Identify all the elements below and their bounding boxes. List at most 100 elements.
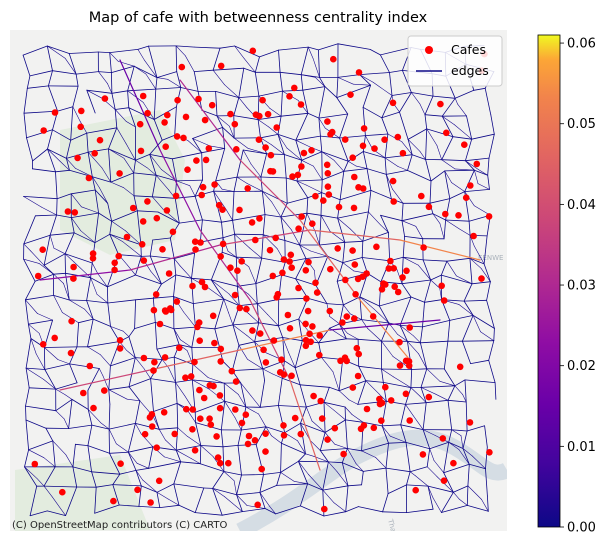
network-edge	[248, 293, 258, 305]
network-edge	[25, 367, 44, 380]
network-edge	[402, 235, 406, 258]
cafe-point	[402, 390, 410, 398]
network-edge	[23, 87, 28, 114]
network-edge	[261, 190, 273, 203]
network-edge	[407, 340, 419, 355]
network-edge	[344, 240, 364, 243]
network-edge	[401, 220, 417, 227]
network-edge	[102, 375, 110, 391]
network-edge	[201, 152, 203, 181]
network-edge	[260, 176, 263, 192]
network-edge	[108, 422, 136, 430]
network-edge	[429, 448, 435, 461]
network-edge	[123, 158, 134, 174]
network-edge	[108, 389, 128, 400]
cafe-point	[147, 499, 154, 506]
network-edge	[362, 84, 372, 108]
network-edge	[466, 115, 473, 140]
network-edge	[260, 133, 279, 139]
network-edge	[128, 107, 136, 128]
network-edge	[194, 512, 223, 516]
network-edge	[155, 87, 182, 90]
network-edge	[440, 504, 468, 513]
colorbar-tick-label: 0.04	[567, 198, 596, 213]
network-edge	[155, 77, 158, 90]
network-edge	[194, 46, 221, 49]
cafe-point	[300, 149, 308, 157]
network-edge	[70, 217, 75, 234]
network-edge	[488, 359, 496, 384]
network-edge	[94, 212, 99, 244]
cafe-point	[382, 383, 389, 391]
cafe-points	[31, 47, 493, 513]
network-edge	[454, 98, 458, 105]
cafe-point	[137, 147, 145, 155]
network-edge	[63, 283, 70, 301]
network-edge	[210, 279, 238, 287]
network-edge	[362, 467, 387, 472]
network-edge	[467, 485, 482, 500]
network-edge	[454, 385, 463, 395]
cafe-point	[402, 357, 410, 365]
cafe-point	[313, 289, 321, 296]
network-edge	[260, 176, 287, 179]
cafe-point	[324, 118, 331, 125]
network-edge	[430, 170, 446, 182]
network-edge	[464, 169, 475, 193]
network-edge	[378, 305, 390, 324]
cafe-point	[267, 167, 274, 175]
network-edge	[282, 337, 285, 362]
network-edge	[28, 440, 54, 451]
network-edge	[341, 462, 349, 487]
cafe-point	[219, 240, 227, 248]
network-edge	[65, 454, 74, 468]
network-edge	[70, 106, 74, 141]
cafe-point	[123, 233, 131, 241]
network-edge	[47, 148, 67, 159]
network-edge	[232, 324, 248, 336]
network-edge	[55, 169, 70, 173]
network-edge	[410, 387, 421, 397]
cafe-point	[59, 488, 66, 496]
cafe-point	[324, 183, 332, 190]
network-edge	[224, 84, 240, 98]
network-edge	[173, 356, 176, 383]
network-edge	[55, 382, 78, 390]
network-edge	[333, 502, 347, 513]
cafe-point	[236, 206, 243, 214]
cafe-point	[309, 323, 316, 330]
network-edge	[222, 233, 236, 239]
network-edge	[43, 485, 53, 498]
network-edge	[297, 460, 329, 463]
cafe-point	[91, 150, 98, 157]
network-edge	[25, 405, 57, 412]
network-edge	[465, 160, 479, 170]
network-edge	[486, 299, 495, 329]
cafe-point	[419, 451, 427, 458]
network-edge	[299, 483, 309, 507]
network-edge	[444, 170, 452, 183]
network-edge	[157, 211, 180, 224]
network-edge	[25, 299, 38, 314]
network-edge	[324, 86, 338, 98]
cafe-point	[284, 311, 292, 319]
network-edge	[128, 107, 155, 120]
cafe-point	[198, 191, 205, 199]
map-area: EENWE Thames	[10, 30, 507, 531]
network-edge	[264, 508, 277, 515]
network-edge	[486, 495, 489, 512]
cafe-point	[352, 291, 359, 298]
network-edge	[81, 206, 99, 214]
network-edge	[234, 233, 237, 258]
cafe-point	[418, 192, 425, 200]
cafe-point	[200, 394, 208, 402]
network-edge	[72, 466, 92, 473]
network-edge	[466, 485, 469, 506]
network-edge	[337, 217, 346, 243]
network-edge	[366, 168, 372, 191]
cafe-point	[51, 334, 58, 342]
network-edge	[232, 322, 260, 326]
cafe-point	[152, 291, 160, 298]
network-edge	[133, 159, 136, 174]
network-edge	[259, 49, 279, 58]
